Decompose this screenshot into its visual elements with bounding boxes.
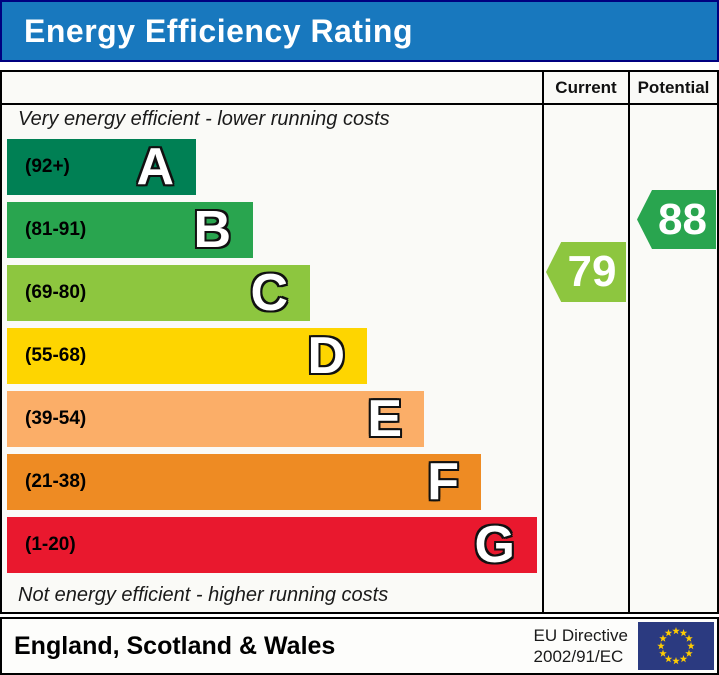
eu-directive-line1: EU Directive	[533, 626, 628, 645]
current-rating-arrow: 79	[546, 242, 626, 302]
band-b-range: (81-91)	[25, 219, 87, 240]
eu-directive-label: EU Directive 2002/91/EC	[534, 625, 628, 667]
band-c-letter: C	[250, 264, 288, 322]
current-column-divider	[542, 72, 544, 612]
band-g-letter: G	[474, 516, 515, 574]
header-row-divider	[2, 103, 717, 105]
region-label: England, Scotland & Wales	[14, 631, 336, 660]
caption-very-efficient: Very energy efficient - lower running co…	[18, 108, 390, 130]
band-d-bar: (55-68) D	[7, 328, 367, 384]
band-d-letter: D	[307, 327, 345, 385]
potential-column-header: Potential	[637, 78, 710, 97]
page-title: Energy Efficiency Rating	[24, 12, 413, 49]
potential-rating-arrow: 88	[637, 190, 716, 249]
current-column-header: Current	[555, 78, 617, 97]
band-c-bar: (69-80) C	[7, 265, 310, 321]
band-g-range: (1-20)	[25, 534, 76, 555]
band-b-bar: (81-91) B	[7, 202, 253, 258]
band-g-bar: (1-20) G	[7, 517, 537, 573]
band-f-range: (21-38)	[25, 471, 87, 492]
footer: England, Scotland & Wales EU Directive 2…	[0, 617, 719, 675]
band-e-bar: (39-54) E	[7, 391, 424, 447]
band-f-bar: (21-38) F	[7, 454, 481, 510]
band-d-range: (55-68)	[25, 345, 87, 366]
band-f-letter: F	[427, 453, 459, 511]
band-a-letter: A	[136, 138, 174, 196]
band-e-letter: E	[367, 390, 402, 448]
caption-not-efficient: Not energy efficient - higher running co…	[18, 584, 389, 606]
rating-chart: Current Potential Very energy efficient …	[0, 70, 719, 614]
eu-flag-icon	[638, 622, 714, 670]
potential-rating-value: 88	[658, 194, 707, 244]
current-rating-value: 79	[567, 247, 617, 296]
band-b-letter: B	[193, 201, 231, 259]
band-c-range: (69-80)	[25, 282, 87, 303]
potential-column-divider	[628, 72, 630, 612]
band-a-range: (92+)	[25, 156, 70, 177]
title-bar: Energy Efficiency Rating	[0, 0, 719, 62]
band-a-bar: (92+) A	[7, 139, 196, 195]
eu-directive-line2: 2002/91/EC	[533, 647, 624, 666]
band-e-range: (39-54)	[25, 408, 87, 429]
